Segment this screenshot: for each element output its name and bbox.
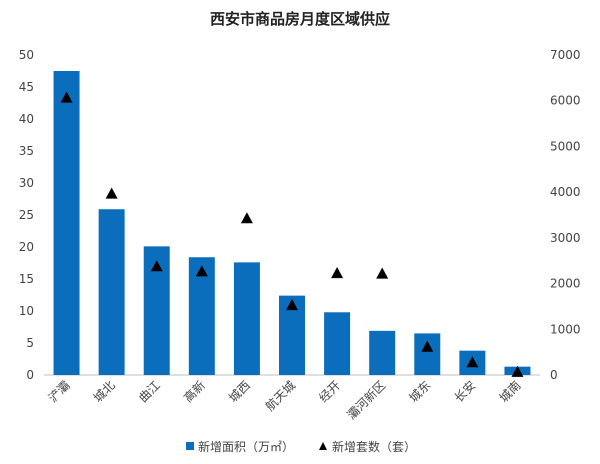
left-tick-label-2: 10 xyxy=(19,304,34,318)
bar-series xyxy=(53,71,531,375)
marker-3 xyxy=(195,265,208,277)
marker-1 xyxy=(105,187,118,199)
right-y-axis: 0 1000 2000 3000 4000 5000 6000 7000 xyxy=(550,48,581,382)
category-label-7: 灞河新区 xyxy=(344,378,389,423)
marker-10 xyxy=(511,365,524,377)
left-tick-label-7: 35 xyxy=(19,144,34,158)
right-tick-label-0: 0 xyxy=(550,368,558,382)
marker-9 xyxy=(466,356,479,368)
left-tick-label-5: 25 xyxy=(19,208,34,222)
right-tick-label-7: 7000 xyxy=(550,48,581,62)
marker-7 xyxy=(376,267,389,279)
category-label-9: 长安 xyxy=(451,378,479,406)
left-tick-label-0: 0 xyxy=(26,368,34,382)
bar-1 xyxy=(98,209,125,375)
category-label-4: 城西 xyxy=(226,378,253,405)
bar-4 xyxy=(233,262,260,375)
legend: 新增面积（万㎡） 新增套数（套） xyxy=(186,439,416,454)
marker-8 xyxy=(421,340,434,352)
legend-triangle-icon xyxy=(319,442,327,450)
right-tick-label-6: 6000 xyxy=(550,94,581,108)
chart-title: 西安市商品房月度区域供应 xyxy=(210,10,390,28)
category-label-1: 城北 xyxy=(91,378,118,405)
right-tick-label-5: 5000 xyxy=(550,139,581,153)
category-label-6: 经开 xyxy=(316,378,343,405)
left-tick-label-6: 30 xyxy=(19,176,34,190)
category-label-3: 高新 xyxy=(180,378,208,406)
left-tick-label-9: 45 xyxy=(19,80,34,94)
category-label-8: 城东 xyxy=(407,378,434,405)
right-tick-label-3: 3000 xyxy=(550,231,581,245)
right-tick-label-4: 4000 xyxy=(550,185,581,199)
left-tick-label-8: 40 xyxy=(19,112,34,126)
marker-0 xyxy=(60,91,73,103)
legend-triangle-label: 新增套数（套） xyxy=(332,439,416,454)
category-label-2: 曲江 xyxy=(136,378,163,405)
bar-7 xyxy=(369,330,396,375)
category-label-10: 城南 xyxy=(496,378,524,406)
left-tick-label-3: 15 xyxy=(19,272,34,286)
bar-3 xyxy=(188,257,215,375)
left-tick-label-10: 50 xyxy=(19,48,34,62)
bar-0 xyxy=(53,71,80,375)
left-tick-label-4: 20 xyxy=(19,240,34,254)
legend-bar-label: 新增面积（万㎡） xyxy=(198,439,294,454)
legend-bar-swatch xyxy=(186,442,194,450)
category-labels: 浐灞 城北 曲江 高新 城西 航天城 经开 灞河新区 城东 长安 城南 xyxy=(46,378,524,423)
right-tick-label-2: 2000 xyxy=(550,277,581,291)
marker-series xyxy=(60,91,524,377)
category-label-5: 航天城 xyxy=(262,378,298,414)
marker-4 xyxy=(240,212,253,224)
left-y-axis: 0 5 10 15 20 25 30 35 40 45 50 xyxy=(19,48,34,382)
right-tick-label-1: 1000 xyxy=(550,322,581,336)
category-label-0: 浐灞 xyxy=(46,378,73,405)
bar-8 xyxy=(414,333,441,375)
bar-6 xyxy=(324,312,351,375)
left-tick-label-1: 5 xyxy=(26,336,34,350)
marker-6 xyxy=(331,267,344,279)
marker-2 xyxy=(150,260,163,272)
marker-5 xyxy=(286,299,298,311)
